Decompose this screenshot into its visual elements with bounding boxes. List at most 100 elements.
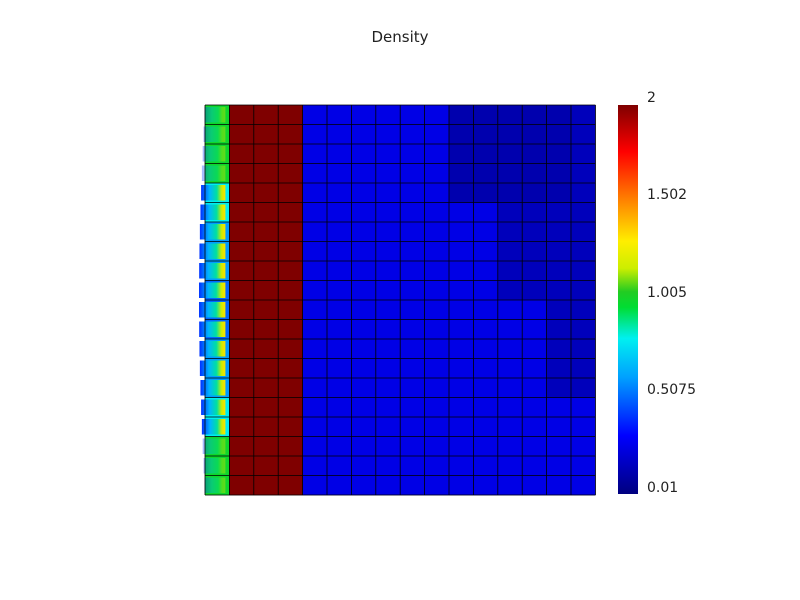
heatmap-cell-edge — [199, 263, 226, 279]
heatmap-cell — [497, 183, 523, 203]
heatmap-cell — [497, 456, 523, 476]
heatmap-cell — [400, 144, 425, 164]
heatmap-cell — [302, 397, 328, 418]
heatmap-cell — [400, 300, 425, 320]
heatmap-cell — [351, 124, 377, 145]
heatmap-cell — [400, 456, 425, 476]
colorbar-tick-label: 0.5075 — [647, 382, 696, 398]
heatmap-cell — [302, 280, 328, 301]
heatmap-cell — [473, 222, 499, 242]
heatmap-cell — [473, 300, 499, 320]
heatmap-cell — [375, 183, 401, 203]
heatmap-cell — [497, 105, 523, 125]
heatmap-cell — [400, 358, 425, 379]
heatmap-cell — [497, 339, 523, 359]
heatmap-cell-edge — [201, 185, 226, 201]
heatmap-cell — [497, 417, 523, 437]
heatmap-cell — [424, 300, 450, 320]
heatmap-cell-edge — [201, 399, 226, 415]
heatmap-cell — [351, 475, 377, 496]
heatmap-cell — [449, 456, 474, 476]
heatmap-cell — [546, 417, 572, 437]
heatmap-cell — [571, 163, 596, 184]
heatmap-cell — [327, 319, 352, 340]
heatmap-cell — [302, 456, 328, 476]
heatmap-cell — [351, 222, 377, 242]
heatmap-cell — [449, 417, 474, 437]
heatmap-cell — [522, 378, 547, 398]
heatmap-cell — [278, 222, 303, 242]
heatmap-cell — [253, 222, 279, 242]
heatmap-cell — [278, 417, 303, 437]
heatmap-cell — [400, 124, 425, 145]
heatmap-cell — [571, 105, 596, 125]
heatmap-cell — [497, 358, 523, 379]
heatmap-cell — [229, 124, 255, 145]
heatmap-cell — [253, 163, 279, 184]
heatmap-cell — [375, 280, 401, 301]
heatmap-cell — [546, 183, 572, 203]
heatmap-cell — [424, 456, 450, 476]
heatmap-cell — [449, 202, 474, 223]
heatmap-cell — [473, 241, 499, 262]
heatmap-cell — [375, 475, 401, 496]
heatmap-cell — [278, 339, 303, 359]
heatmap-cell — [400, 105, 425, 125]
heatmap-cell — [522, 456, 547, 476]
heatmap-cell — [546, 222, 572, 242]
heatmap-cell — [449, 475, 474, 496]
heatmap-cell — [351, 105, 377, 125]
heatmap-cell — [424, 202, 450, 223]
heatmap-cell — [351, 202, 377, 223]
heatmap-cell — [375, 358, 401, 379]
heatmap-cell — [546, 397, 572, 418]
heatmap-cell — [571, 339, 596, 359]
heatmap-cell — [522, 475, 547, 496]
heatmap-cell — [253, 202, 279, 223]
heatmap-cell — [375, 456, 401, 476]
heatmap-cell — [229, 105, 255, 125]
heatmap-cell — [229, 300, 255, 320]
heatmap-cell — [375, 222, 401, 242]
heatmap-cell — [571, 202, 596, 223]
heatmap-cell — [473, 105, 499, 125]
heatmap-cell — [497, 436, 523, 457]
heatmap-cell — [302, 183, 328, 203]
heatmap-cell — [278, 358, 303, 379]
heatmap-cell — [522, 202, 547, 223]
heatmap-cell — [253, 358, 279, 379]
heatmap-cell-edge — [199, 282, 226, 298]
heatmap-cell — [546, 124, 572, 145]
heatmap-cell — [473, 475, 499, 496]
heatmap-cell — [546, 475, 572, 496]
heatmap-cell — [351, 456, 377, 476]
heatmap-cell — [449, 436, 474, 457]
heatmap-cell — [229, 319, 255, 340]
heatmap-cell — [522, 105, 547, 125]
heatmap-cell — [522, 397, 547, 418]
heatmap-cell — [253, 397, 279, 418]
heatmap-cell — [497, 319, 523, 340]
heatmap-cell — [400, 397, 425, 418]
heatmap-cell — [497, 300, 523, 320]
heatmap-cell — [229, 378, 255, 398]
heatmap-cell — [375, 319, 401, 340]
heatmap-cell — [278, 163, 303, 184]
heatmap-cell — [449, 397, 474, 418]
heatmap-cell — [229, 183, 255, 203]
heatmap-cell — [253, 436, 279, 457]
heatmap-cell — [253, 241, 279, 262]
heatmap-cell — [497, 378, 523, 398]
heatmap-cell — [229, 144, 255, 164]
heatmap-cell — [229, 397, 255, 418]
heatmap-cell — [327, 261, 352, 281]
heatmap-cell — [449, 241, 474, 262]
heatmap-cell — [253, 300, 279, 320]
colorbar — [618, 105, 638, 494]
heatmap-cell — [497, 261, 523, 281]
heatmap-cell — [571, 241, 596, 262]
heatmap-cell-edge — [199, 321, 226, 337]
heatmap-cell — [571, 378, 596, 398]
